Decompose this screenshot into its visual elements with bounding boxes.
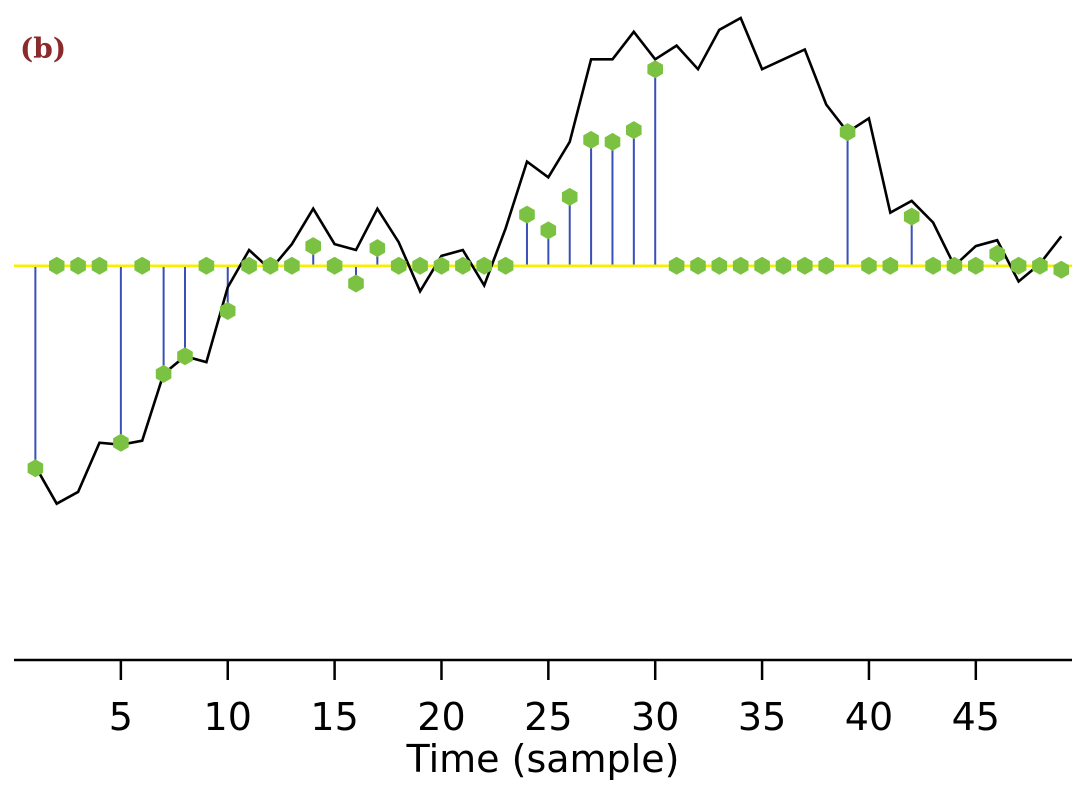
data-point-marker bbox=[113, 433, 129, 452]
data-point-marker bbox=[284, 256, 300, 275]
data-point-marker bbox=[711, 256, 728, 275]
x-tick-label: 40 bbox=[845, 695, 893, 739]
data-point-marker bbox=[968, 256, 984, 275]
data-point-marker bbox=[155, 364, 172, 383]
data-point-marker bbox=[604, 132, 621, 151]
x-tick-label: 35 bbox=[738, 695, 786, 739]
markers-layer bbox=[27, 60, 1070, 478]
data-point-marker bbox=[797, 256, 813, 275]
data-point-marker bbox=[433, 256, 450, 275]
data-point-marker bbox=[583, 130, 599, 149]
data-point-marker bbox=[861, 256, 877, 275]
x-axis-title: Time (sample) bbox=[406, 737, 680, 781]
data-point-marker bbox=[348, 274, 364, 293]
data-point-marker bbox=[134, 256, 150, 275]
x-ticks: 5 10 15 20 25 30 35 40 45 bbox=[109, 660, 1000, 739]
data-point-marker bbox=[49, 256, 65, 275]
data-point-marker bbox=[754, 256, 770, 275]
data-point-marker bbox=[305, 237, 321, 256]
data-point-marker bbox=[775, 256, 792, 275]
data-point-marker bbox=[241, 256, 257, 275]
data-point-marker bbox=[1010, 256, 1027, 275]
data-point-marker bbox=[925, 256, 941, 275]
data-point-marker bbox=[497, 256, 514, 275]
data-point-marker bbox=[882, 256, 899, 275]
data-point-marker bbox=[1053, 260, 1070, 279]
data-point-marker bbox=[561, 187, 578, 206]
data-point-marker bbox=[839, 123, 856, 142]
data-point-marker bbox=[262, 256, 279, 275]
data-point-marker bbox=[390, 256, 407, 275]
data-point-marker bbox=[690, 256, 706, 275]
x-tick-label: 10 bbox=[204, 695, 252, 739]
data-point-marker bbox=[668, 256, 685, 275]
data-point-marker bbox=[476, 256, 492, 275]
x-tick-label: 30 bbox=[631, 695, 679, 739]
x-tick-label: 25 bbox=[524, 695, 572, 739]
data-point-marker bbox=[326, 256, 343, 275]
data-point-marker bbox=[989, 245, 1005, 263]
data-point-marker bbox=[27, 459, 44, 478]
data-point-marker bbox=[540, 221, 557, 240]
x-tick-label: 5 bbox=[109, 695, 133, 739]
data-point-marker bbox=[369, 239, 386, 258]
trace-line bbox=[34, 16, 1063, 506]
panel-label: (b) bbox=[20, 32, 66, 65]
stems-layer bbox=[34, 69, 1063, 469]
data-point-marker bbox=[219, 302, 236, 320]
data-point-marker bbox=[455, 256, 471, 275]
data-point-marker bbox=[519, 205, 535, 224]
data-point-marker bbox=[647, 60, 663, 79]
data-point-marker bbox=[91, 256, 108, 275]
data-point-marker bbox=[177, 347, 193, 366]
data-point-marker bbox=[818, 256, 834, 275]
x-tick-label: 45 bbox=[952, 695, 1000, 739]
data-point-marker bbox=[70, 256, 86, 275]
data-point-marker bbox=[412, 256, 428, 275]
x-tick-label: 15 bbox=[310, 695, 358, 739]
data-point-marker bbox=[626, 121, 642, 140]
x-tick-label: 20 bbox=[417, 695, 465, 739]
data-point-marker bbox=[198, 256, 215, 275]
data-point-marker bbox=[1032, 256, 1048, 275]
data-point-marker bbox=[946, 256, 963, 275]
data-point-marker bbox=[903, 207, 920, 226]
data-point-marker bbox=[732, 256, 749, 275]
